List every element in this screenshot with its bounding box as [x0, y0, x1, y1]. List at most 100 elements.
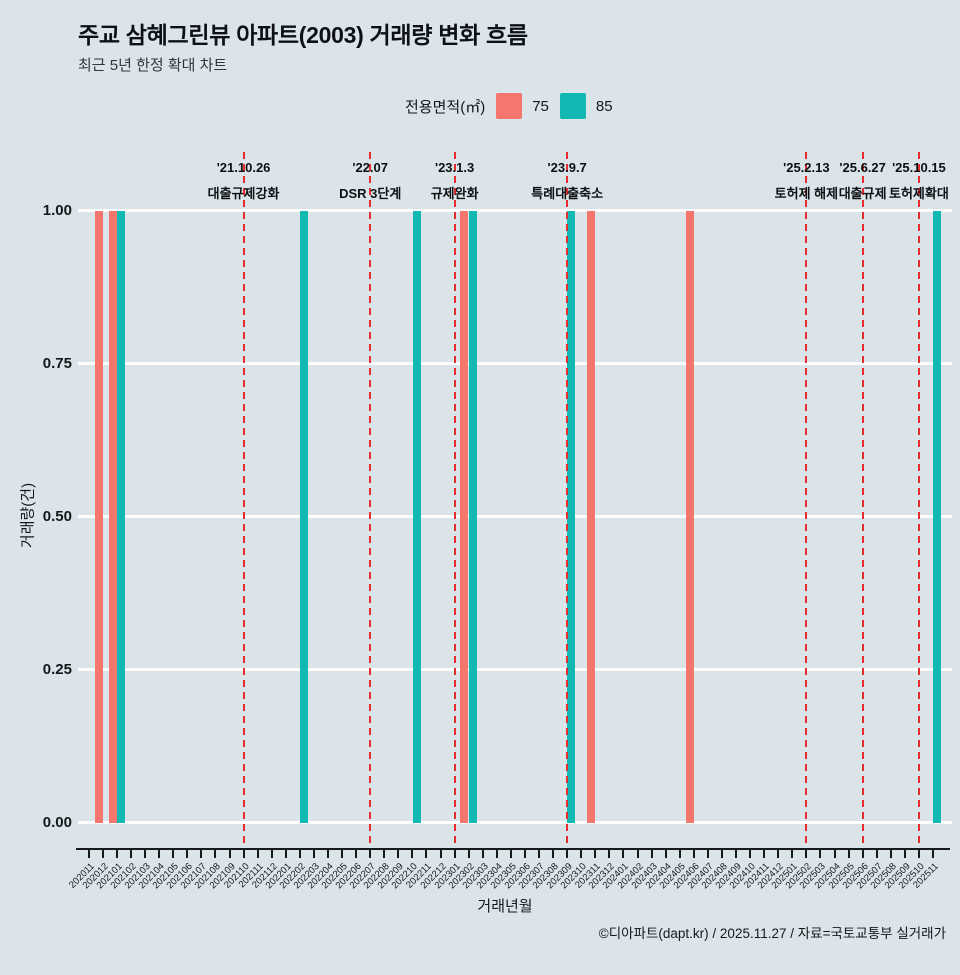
- gridline: [78, 515, 952, 518]
- x-tick-mark: [777, 850, 780, 858]
- x-tick-mark: [889, 850, 892, 858]
- x-tick-mark: [552, 850, 555, 858]
- x-tick-mark: [341, 850, 344, 858]
- legend-item-85[interactable]: 85: [559, 93, 613, 119]
- x-tick-mark: [932, 850, 934, 858]
- x-tick-mark: [242, 850, 245, 858]
- x-tick-mark: [256, 850, 259, 858]
- x-tick-mark: [397, 850, 400, 858]
- bar-75-202012[interactable]: [94, 210, 103, 823]
- bar-85-202511[interactable]: [933, 210, 942, 823]
- bar-75-202101[interactable]: [108, 210, 117, 823]
- annotation-label: 규제완화: [430, 186, 479, 201]
- y-tick-label: 0.25: [42, 660, 72, 678]
- x-tick-mark: [172, 850, 175, 858]
- bar-75-202311[interactable]: [587, 210, 596, 823]
- x-tick-mark: [312, 850, 315, 858]
- x-tick-mark: [144, 850, 147, 858]
- x-tick-mark: [580, 850, 583, 858]
- x-tick-mark: [763, 850, 766, 858]
- x-tick-mark: [833, 850, 836, 858]
- legend-swatch-85: [559, 93, 586, 119]
- x-tick-mark: [495, 850, 498, 858]
- legend-swatch-75: [496, 93, 523, 119]
- x-tick-mark: [650, 850, 653, 858]
- annotation-line-202110: [242, 152, 245, 850]
- annotation-label: 토허제확대: [889, 186, 949, 201]
- x-tick-mark: [566, 850, 569, 858]
- bar-75-202406[interactable]: [685, 210, 694, 823]
- annotation-label: 대출규제강화: [207, 186, 280, 201]
- x-tick-mark: [692, 850, 695, 858]
- x-tick-mark: [875, 850, 878, 858]
- gridline: [78, 821, 952, 824]
- x-tick-mark: [735, 850, 738, 858]
- gridline: [78, 668, 952, 671]
- x-tick-mark: [917, 850, 920, 858]
- x-tick-mark: [861, 850, 864, 858]
- x-tick-mark: [326, 850, 329, 858]
- x-tick-mark: [622, 850, 625, 858]
- y-tick-label: 0.50: [42, 507, 72, 525]
- annotation-date: '23.1.3: [434, 160, 475, 175]
- annotation-date: '25.10.15: [892, 160, 946, 175]
- x-tick-mark: [130, 850, 132, 858]
- x-tick-mark: [298, 850, 301, 858]
- annotation-line-202309: [566, 152, 569, 850]
- x-tick-mark: [186, 850, 189, 858]
- x-tick-mark: [636, 850, 639, 858]
- x-tick-mark: [664, 850, 667, 858]
- bar-85-202309[interactable]: [567, 210, 576, 823]
- x-tick-mark: [101, 850, 104, 858]
- x-tick-mark: [228, 850, 231, 858]
- annotation-label: DSR 3단계: [339, 186, 402, 201]
- bar-85-202302[interactable]: [468, 210, 477, 823]
- x-tick-mark: [467, 850, 470, 858]
- x-tick-mark: [608, 850, 611, 858]
- annotation-date: '22.07: [352, 160, 388, 175]
- y-tick-label: 0.00: [42, 813, 72, 831]
- x-tick-mark: [678, 850, 681, 858]
- bar-85-202101[interactable]: [117, 210, 126, 823]
- x-tick-mark: [87, 850, 90, 858]
- gridline: [78, 362, 952, 365]
- annotation-line-202510: [917, 152, 920, 850]
- x-tick-mark: [509, 850, 512, 858]
- x-tick-mark: [749, 850, 752, 858]
- x-tick-mark: [453, 850, 456, 858]
- x-tick-mark: [200, 850, 203, 858]
- legend-item-75[interactable]: 75: [496, 93, 549, 119]
- bar-85-202210[interactable]: [412, 210, 421, 823]
- annotation-date: '23.9.7: [547, 160, 587, 175]
- page-subtitle: 최근 5년 한정 확대 차트: [78, 57, 228, 74]
- x-tick-mark: [383, 850, 386, 858]
- x-tick-mark: [439, 850, 442, 858]
- y-axis-title: 거래량(건): [19, 482, 37, 549]
- x-tick-mark: [523, 850, 526, 858]
- bar-75-202302[interactable]: [460, 210, 469, 823]
- x-tick-mark: [411, 850, 414, 858]
- y-tick-label: 1.00: [42, 201, 72, 219]
- x-tick-mark: [369, 850, 372, 858]
- gridline: [78, 209, 952, 212]
- annotation-line-202502: [805, 152, 808, 850]
- annotation-line-202207: [369, 152, 372, 850]
- x-tick-mark: [706, 850, 709, 858]
- legend-title: 전용면적(㎡): [405, 98, 486, 116]
- annotation-line-202301: [453, 152, 456, 850]
- x-tick-mark: [720, 850, 723, 858]
- legend: 전용면적(㎡) 75 85: [405, 92, 613, 120]
- x-tick-mark: [270, 850, 273, 858]
- bar-85-202202[interactable]: [300, 210, 309, 823]
- x-tick-mark: [594, 850, 597, 858]
- x-tick-mark: [158, 850, 161, 858]
- annotation-date: '25.6.27: [839, 160, 886, 175]
- y-tick-label: 0.75: [42, 354, 72, 372]
- x-tick-mark: [481, 850, 484, 858]
- page-title: 주교 삼혜그린뷰 아파트(2003) 거래량 변화 흐름: [78, 22, 528, 48]
- annotation-label: 특례대출축소: [531, 186, 604, 201]
- x-tick-mark: [791, 850, 794, 858]
- x-tick-mark: [805, 850, 808, 858]
- x-tick-mark: [819, 850, 822, 858]
